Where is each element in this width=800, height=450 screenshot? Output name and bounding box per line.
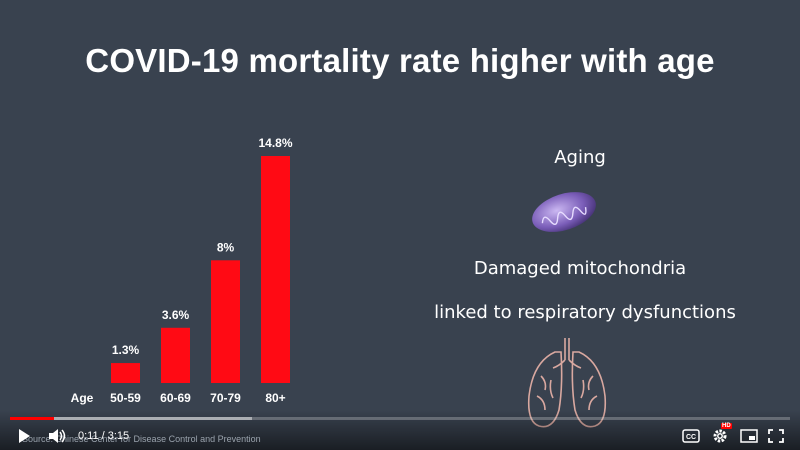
category-label: 70-79 xyxy=(210,391,241,405)
svg-text:CC: CC xyxy=(686,434,696,441)
source-caption: Source: Chinese Center for Disease Contr… xyxy=(22,434,261,444)
miniplayer-icon xyxy=(740,429,758,443)
category-label: 60-69 xyxy=(160,391,191,405)
miniplayer-button[interactable] xyxy=(740,425,758,447)
bar-60-69 xyxy=(161,327,190,383)
play-icon xyxy=(19,429,30,443)
damaged-mitochondria-text: Damaged mitochondria xyxy=(473,258,687,279)
x-axis-label: Age xyxy=(71,391,94,405)
hd-badge: HD xyxy=(721,423,732,429)
respiratory-text: linked to respiratory dysfunctions xyxy=(434,302,736,323)
settings-button[interactable]: HD xyxy=(711,423,732,447)
category-label: 80+ xyxy=(265,391,285,405)
captions-button[interactable]: CC xyxy=(682,425,700,447)
progress-bar[interactable] xyxy=(10,417,790,420)
volume-icon xyxy=(49,429,66,443)
mitochondria-icon xyxy=(532,192,596,232)
value-label: 3.6% xyxy=(162,308,190,322)
play-button[interactable] xyxy=(16,425,32,447)
value-label: 14.8% xyxy=(258,136,292,150)
settings-icon xyxy=(713,429,727,443)
buffered-bar xyxy=(10,417,252,420)
played-bar xyxy=(10,417,54,420)
bar-80+ xyxy=(261,156,290,383)
fullscreen-icon xyxy=(768,429,784,443)
captions-icon: CC xyxy=(682,429,700,443)
fullscreen-button[interactable] xyxy=(768,425,784,447)
bar-70-79 xyxy=(211,260,240,383)
slide-title: COVID-19 mortality rate higher with age xyxy=(85,42,715,79)
volume-button[interactable] xyxy=(48,425,66,447)
bar-50-59 xyxy=(111,363,140,383)
time-display: 0:11 / 3:15 xyxy=(78,430,130,442)
aging-text: Aging xyxy=(554,147,606,168)
value-label: 1.3% xyxy=(112,343,140,357)
value-label: 8% xyxy=(217,240,235,254)
player-controls-bar xyxy=(0,410,800,450)
category-label: 50-59 xyxy=(110,391,141,405)
